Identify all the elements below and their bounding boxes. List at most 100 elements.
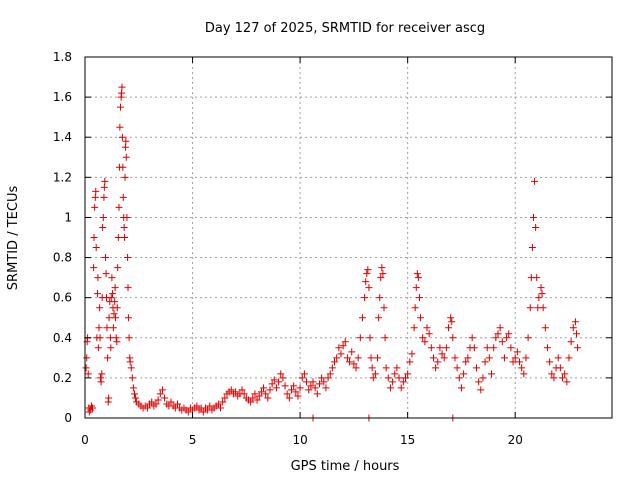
data-point [490,344,498,352]
data-point [358,314,366,322]
data-point [379,270,387,278]
data-point [285,394,293,402]
data-point [109,324,117,332]
data-point [509,358,517,366]
data-point [118,89,126,97]
data-point [98,370,106,378]
data-point [83,354,91,362]
data-point [99,213,107,221]
data-point [518,364,526,372]
data-point [121,143,129,151]
data-point [457,384,465,392]
data-point [526,304,534,312]
x-tick-label: 20 [508,433,523,447]
data-point [429,354,437,362]
data-point [425,330,433,338]
data-point [366,334,374,342]
data-point [449,334,457,342]
data-point [112,314,120,322]
data-point [410,324,418,332]
data-point [346,358,354,366]
data-point [262,390,270,398]
data-point [348,348,356,356]
data-point [266,386,274,394]
data-point [533,274,541,282]
data-point [124,284,132,292]
data-point [492,334,500,342]
data-point [96,304,104,312]
x-tick-label: 0 [81,433,89,447]
data-point [339,342,347,350]
data-point [303,378,311,386]
data-point [298,374,306,382]
data-point [554,354,562,362]
data-point [125,334,133,342]
data-point [485,354,493,362]
data-point [113,304,121,312]
data-point [167,398,175,406]
data-point [498,338,506,346]
data-point [529,213,537,221]
data-point [114,234,122,241]
data-point [368,364,376,372]
data-point [464,354,472,362]
data-point [567,338,575,346]
data-point [94,344,102,352]
data-point [363,270,371,278]
data-point [105,314,113,322]
data-point [107,294,115,302]
data-point [121,173,129,181]
data-point [249,394,257,402]
data-point [251,390,259,398]
data-point [419,334,427,342]
data-point [105,394,113,402]
x-axis-title: GPS time / hours [291,459,400,474]
data-point [283,390,291,398]
data-point [227,386,235,394]
data-point [362,278,370,286]
data-point [350,360,358,368]
data-point [520,370,528,378]
data-point [455,374,463,382]
data-point [296,384,304,392]
data-point [333,354,341,362]
data-point [448,318,456,326]
data-point [122,153,130,161]
data-point [119,193,127,201]
data-point [460,370,468,378]
data-point [313,390,321,398]
y-tick-label: 0.6 [53,291,72,305]
data-point [528,244,536,252]
data-point [238,386,246,394]
data-point [130,390,138,398]
y-tick-label: 1.6 [53,90,72,104]
data-point [206,402,214,410]
data-point [571,318,579,326]
data-point [123,213,131,221]
data-point [121,234,129,241]
data-point [90,264,98,272]
grid-lines [85,57,612,418]
data-point [232,388,240,396]
x-tick-label: 10 [292,433,307,447]
data-point [94,274,102,282]
data-point [221,394,229,402]
plot-frame [84,56,613,419]
data-point [101,254,109,262]
data-point [110,310,118,318]
data-point [116,123,124,131]
data-point [100,193,108,201]
data-point [315,380,323,388]
data-point [89,404,97,412]
data-point [132,394,140,402]
data-point [292,388,300,396]
data-point [260,384,268,392]
data-point [479,374,487,382]
data-point [434,358,442,366]
data-point [281,382,289,390]
data-point [287,386,295,394]
data-point [95,324,103,332]
data-point [158,386,166,394]
data-point [97,378,105,386]
